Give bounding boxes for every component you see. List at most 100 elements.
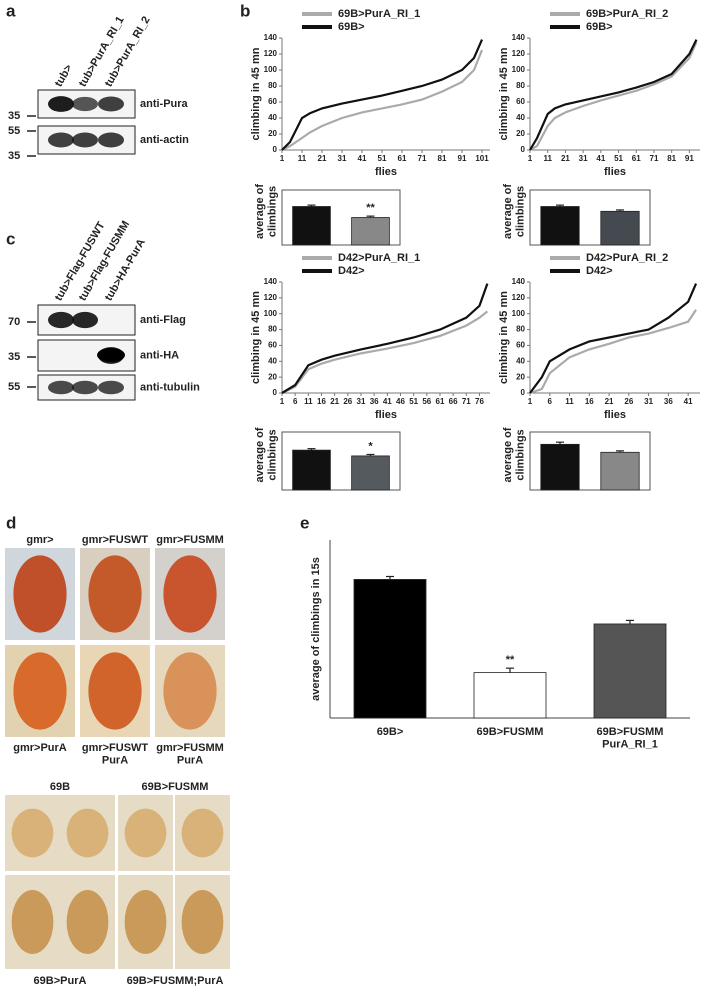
significance: ** <box>366 202 375 214</box>
band <box>98 132 124 148</box>
y-axis-label: climbing in 45 mn <box>498 291 510 384</box>
marker-label: 35 <box>8 110 20 122</box>
x-tick-label: 81 <box>438 154 447 163</box>
y-axis-label: average ofclimbings <box>502 427 527 482</box>
x-tick-label: 71 <box>462 397 471 406</box>
x-tick-label: 1 <box>280 154 285 163</box>
x-tick-label: 91 <box>685 154 694 163</box>
photo-subject <box>181 808 224 858</box>
x-tick-label: 31 <box>644 397 653 406</box>
x-tick-label: 101 <box>475 154 489 163</box>
y-tick-label: 100 <box>512 309 526 318</box>
panel-label: c <box>6 229 15 248</box>
photo-label: 69B <box>50 781 70 793</box>
y-tick-label: 20 <box>516 129 525 138</box>
x-tick-label: 26 <box>343 397 352 406</box>
panel-label: d <box>6 513 16 532</box>
x-tick-label: 56 <box>422 397 431 406</box>
y-tick-label: 120 <box>264 293 278 302</box>
photo-subject <box>124 890 167 954</box>
y-tick-label: 100 <box>512 65 526 74</box>
x-tick-label: 31 <box>357 397 366 406</box>
plot-frame <box>281 431 401 491</box>
series-line <box>529 309 697 395</box>
x-tick-label: 6 <box>293 397 298 406</box>
photo-subject <box>124 808 167 858</box>
photo-label: gmr>FUSWT <box>82 534 149 546</box>
y-axis-label: average ofclimbings <box>254 427 279 482</box>
x-tick-label: 11 <box>565 397 574 406</box>
x-axis-label: flies <box>375 409 397 421</box>
marker-label: 35 <box>8 150 20 162</box>
y-tick-label: 60 <box>268 341 277 350</box>
band <box>48 132 74 148</box>
y-tick-label: 120 <box>264 49 278 58</box>
x-tick-label: 69B>FUSMM PurA_RI_1 <box>597 726 664 751</box>
bar <box>473 672 547 719</box>
y-tick-label: 0 <box>521 145 526 154</box>
photo-subject <box>11 890 54 954</box>
y-tick-label: 120 <box>512 49 526 58</box>
band <box>98 96 124 112</box>
x-tick-label: 6 <box>548 397 553 406</box>
y-tick-label: 20 <box>516 372 525 381</box>
x-tick-label: 41 <box>596 154 605 163</box>
y-tick-label: 80 <box>516 81 525 90</box>
x-tick-label: 71 <box>418 154 427 163</box>
x-tick-label: 36 <box>370 397 379 406</box>
x-tick-label: 1 <box>528 154 533 163</box>
photo-subject <box>181 890 224 954</box>
marker-label: 35 <box>8 351 20 363</box>
y-tick-label: 140 <box>264 277 278 286</box>
legend-label: 69B>PurA_RI_1 <box>338 8 420 20</box>
x-tick-label: 26 <box>624 397 633 406</box>
significance: ** <box>506 654 515 666</box>
y-tick-label: 80 <box>516 325 525 334</box>
y-axis-label: climbing in 45 mn <box>250 291 262 384</box>
x-tick-label: 61 <box>632 154 641 163</box>
plot-frame <box>281 189 401 246</box>
x-tick-label: 69B>FUSMM <box>477 726 544 738</box>
y-tick-label: 20 <box>268 129 277 138</box>
x-tick-label: 51 <box>378 154 387 163</box>
legend-label: 69B>PurA_RI_2 <box>586 8 668 20</box>
marker-label: 55 <box>8 381 20 393</box>
x-tick-label: 1 <box>280 397 285 406</box>
photo-label: gmr>PurA <box>13 742 67 754</box>
legend-label: 69B> <box>338 21 365 33</box>
marker-label: 55 <box>8 125 20 137</box>
photo-label: gmr>FUSMM <box>156 534 224 546</box>
x-tick-label: 21 <box>330 397 339 406</box>
antibody-label: anti-tubulin <box>140 381 200 393</box>
x-tick-label: 81 <box>667 154 676 163</box>
y-tick-label: 80 <box>268 325 277 334</box>
x-tick-label: 16 <box>317 397 326 406</box>
panel-label: e <box>300 513 309 532</box>
x-tick-label: 31 <box>579 154 588 163</box>
x-tick-label: 61 <box>398 154 407 163</box>
y-tick-label: 120 <box>512 293 526 302</box>
photo-subject <box>163 555 217 633</box>
y-tick-label: 80 <box>268 81 277 90</box>
x-tick-label: 11 <box>543 154 552 163</box>
photo-label: 69B>FUSMM <box>142 781 209 793</box>
photo-label: 69B>FUSMM;PurA <box>127 975 224 987</box>
x-tick-label: 61 <box>436 397 445 406</box>
y-tick-label: 60 <box>268 97 277 106</box>
x-tick-label: 46 <box>396 397 405 406</box>
x-tick-label: 71 <box>650 154 659 163</box>
x-tick-label: 21 <box>318 154 327 163</box>
x-tick-label: 41 <box>358 154 367 163</box>
y-tick-label: 140 <box>512 277 526 286</box>
y-tick-label: 140 <box>264 33 278 42</box>
photo-subject <box>66 890 109 954</box>
x-tick-label: 21 <box>605 397 614 406</box>
x-tick-label: 76 <box>475 397 484 406</box>
y-tick-label: 140 <box>512 33 526 42</box>
x-tick-label: 31 <box>338 154 347 163</box>
x-tick-label: 41 <box>684 397 693 406</box>
band <box>48 380 74 395</box>
series-line <box>281 39 484 151</box>
y-axis-label: climbing in 45 mn <box>250 47 262 140</box>
